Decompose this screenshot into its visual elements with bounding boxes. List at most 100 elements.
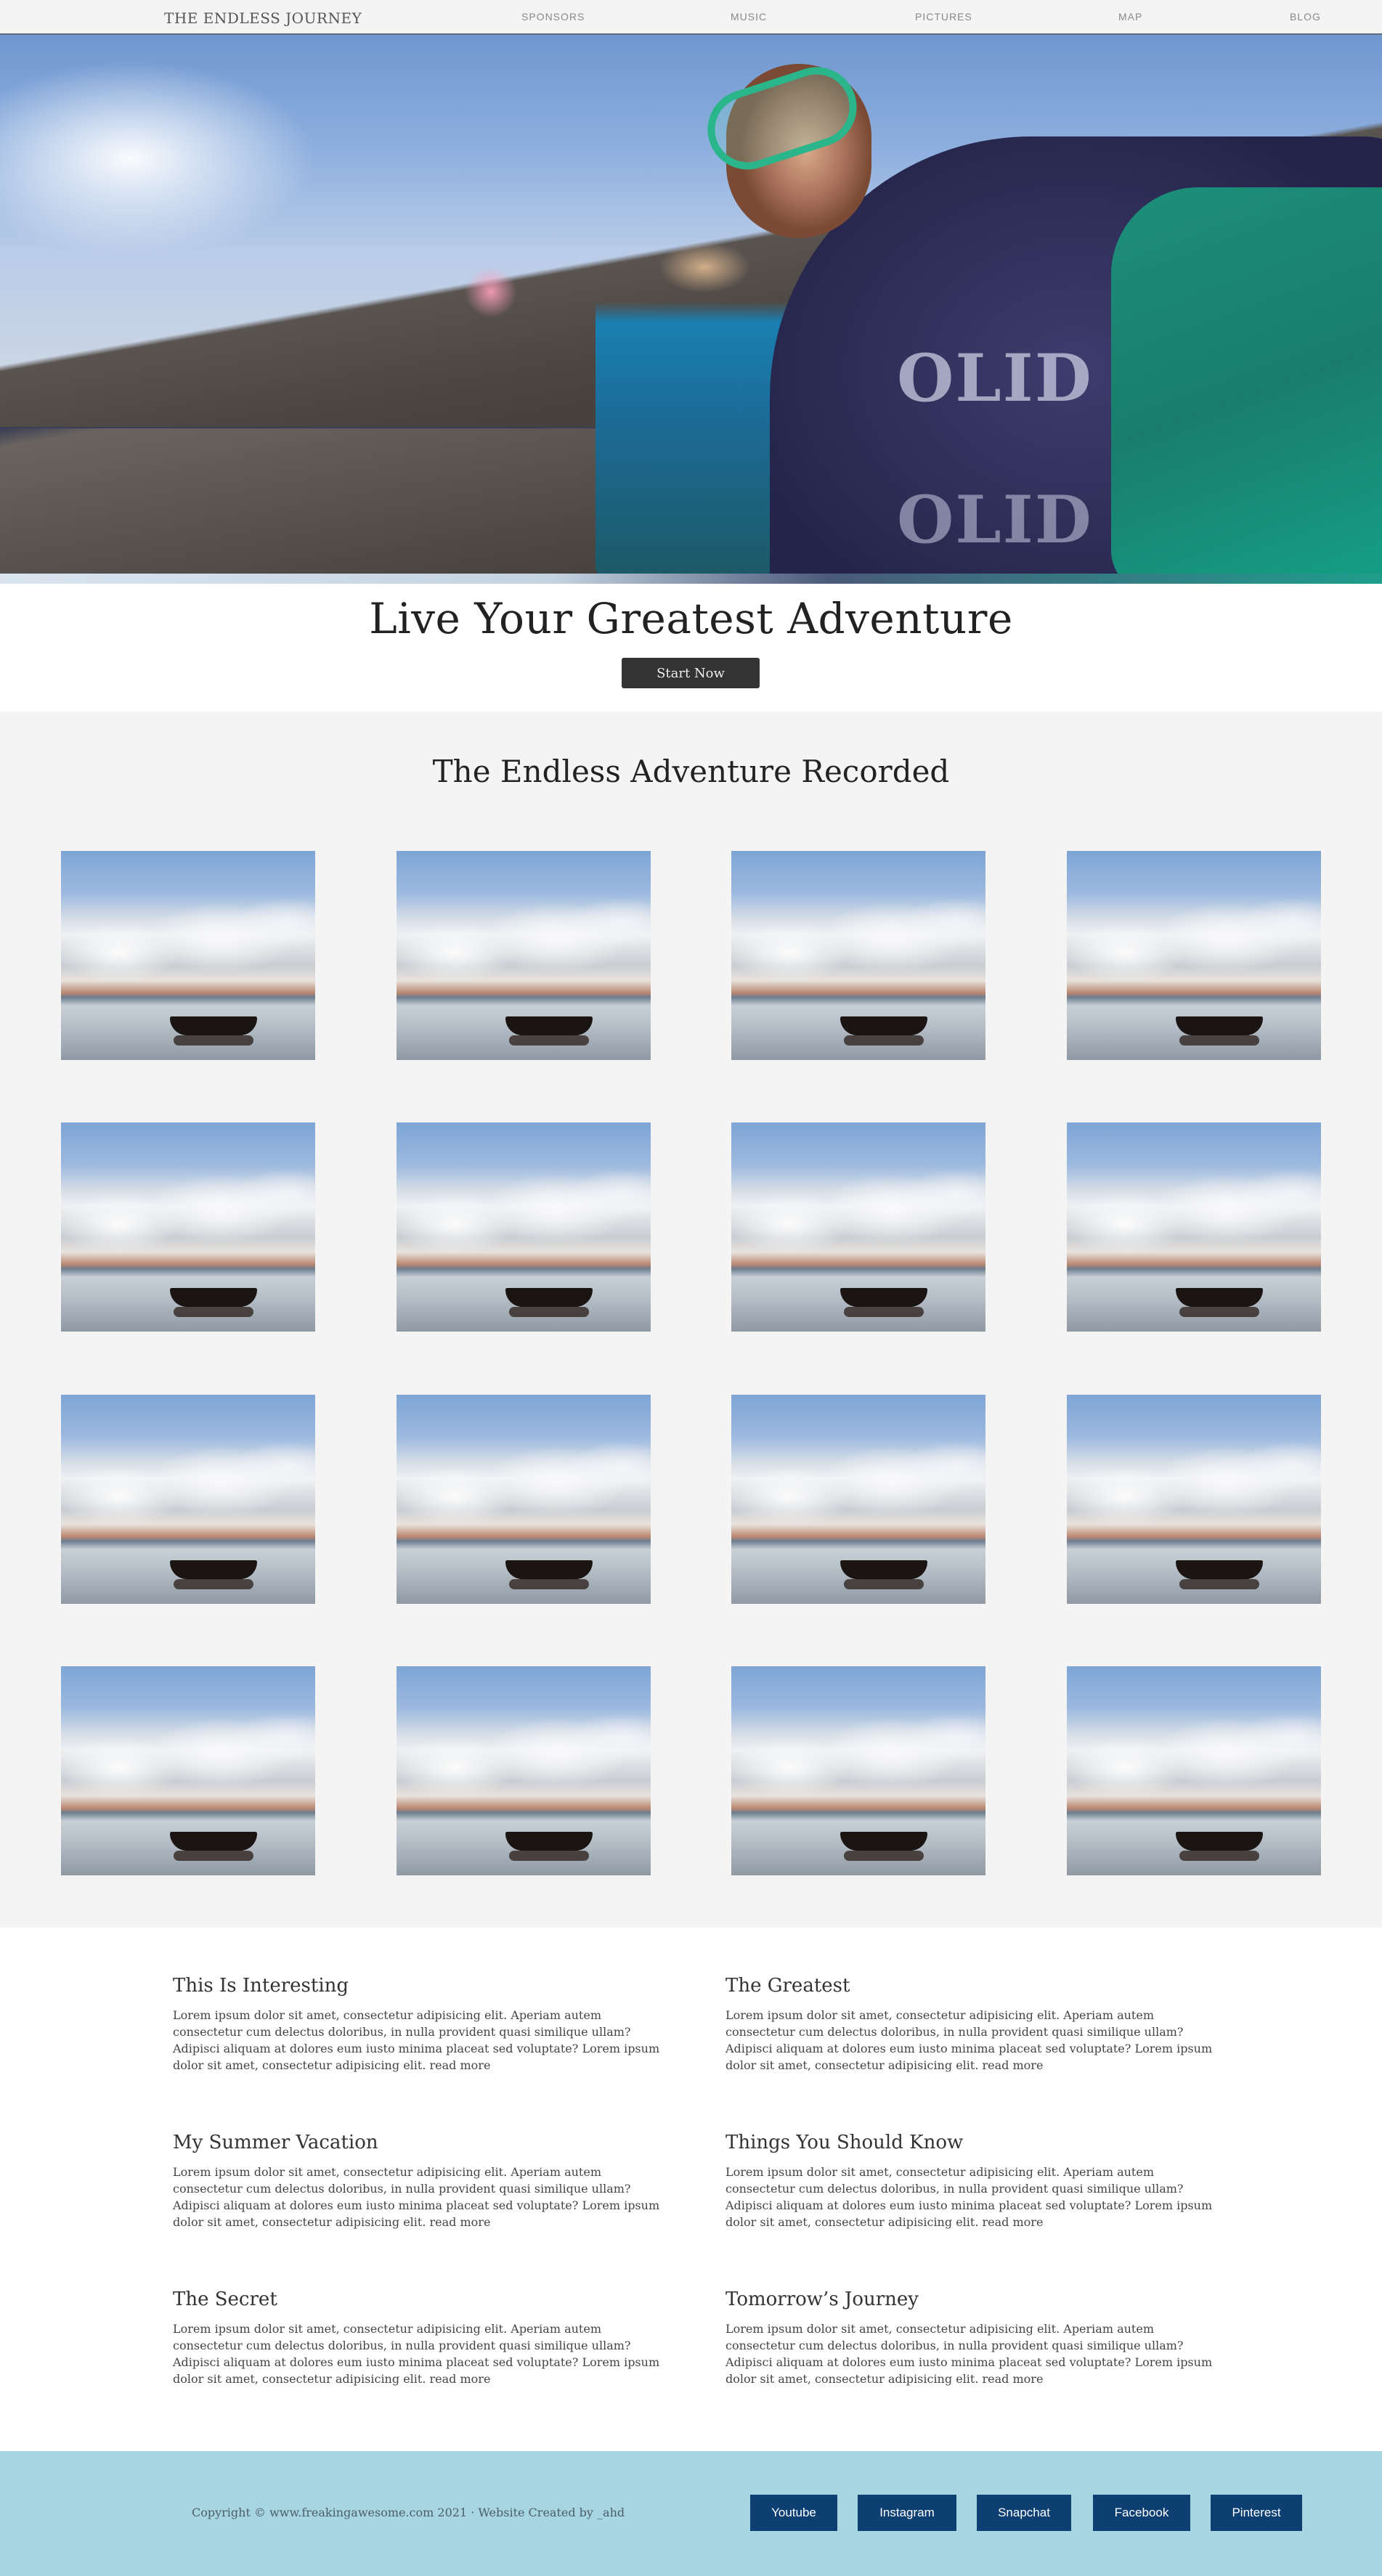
boat-image bbox=[840, 1016, 927, 1035]
article-body: Lorem ipsum dolor sit amet, consectetur … bbox=[725, 2164, 1219, 2230]
gallery-thumbnail[interactable] bbox=[397, 1666, 651, 1875]
article-body: Lorem ipsum dolor sit amet, consectetur … bbox=[725, 2007, 1219, 2074]
boat-image bbox=[840, 1832, 927, 1851]
boat-image bbox=[170, 1016, 257, 1035]
gallery-thumbnail[interactable] bbox=[1067, 1395, 1321, 1604]
read-more-link[interactable]: read more bbox=[429, 2372, 491, 2386]
boat-image bbox=[1176, 1288, 1263, 1307]
mountain-image bbox=[61, 1166, 315, 1268]
gallery-thumbnail[interactable] bbox=[1067, 1122, 1321, 1332]
read-more-link[interactable]: read more bbox=[429, 2058, 491, 2072]
brand-logo[interactable]: THE ENDLESS JOURNEY bbox=[164, 9, 362, 27]
read-more-link[interactable]: read more bbox=[982, 2058, 1044, 2072]
boat-reflection bbox=[844, 1851, 924, 1861]
article-body: Lorem ipsum dolor sit amet, consectetur … bbox=[173, 2320, 667, 2387]
mountain-image bbox=[61, 1438, 315, 1540]
facebook-button[interactable]: Facebook bbox=[1093, 2495, 1190, 2531]
boat-reflection bbox=[1179, 1035, 1259, 1046]
boat-image bbox=[170, 1560, 257, 1579]
instagram-button[interactable]: Instagram bbox=[858, 2495, 956, 2531]
boat-reflection bbox=[509, 1579, 589, 1589]
boat-reflection bbox=[174, 1035, 253, 1046]
mountain-image bbox=[1067, 1166, 1321, 1268]
start-now-button[interactable]: Start Now bbox=[622, 658, 760, 688]
article-body: Lorem ipsum dolor sit amet, consectetur … bbox=[725, 2320, 1219, 2387]
hero-title: Live Your Greatest Adventure bbox=[369, 594, 1013, 643]
mountain-image bbox=[397, 1710, 651, 1811]
mountain-image bbox=[1067, 894, 1321, 996]
pinterest-button[interactable]: Pinterest bbox=[1211, 2495, 1302, 2531]
nav-link-pictures[interactable]: PICTURES bbox=[915, 11, 972, 23]
gallery-thumbnail[interactable] bbox=[61, 1666, 315, 1875]
lens-flare bbox=[465, 266, 517, 318]
boat-image bbox=[505, 1288, 593, 1307]
article-title: My Summer Vacation bbox=[173, 2132, 378, 2153]
gallery-thumbnail[interactable] bbox=[1067, 851, 1321, 1060]
boat-reflection bbox=[1179, 1851, 1259, 1861]
read-more-link[interactable]: read more bbox=[982, 2215, 1044, 2229]
mountain-image bbox=[731, 1438, 985, 1540]
article-text: Lorem ipsum dolor sit amet, consectetur … bbox=[173, 2322, 660, 2386]
gallery-thumbnail[interactable] bbox=[397, 851, 651, 1060]
boat-reflection bbox=[844, 1579, 924, 1589]
mountain-image bbox=[397, 1438, 651, 1540]
gallery-thumbnail[interactable] bbox=[731, 1666, 985, 1875]
gallery-thumbnail[interactable] bbox=[397, 1395, 651, 1604]
boat-image bbox=[840, 1288, 927, 1307]
gallery-thumbnail[interactable] bbox=[731, 1122, 985, 1332]
article-body: Lorem ipsum dolor sit amet, consectetur … bbox=[173, 2164, 667, 2230]
mountain-image bbox=[731, 1710, 985, 1811]
boat-image bbox=[840, 1560, 927, 1579]
boat-image bbox=[1176, 1016, 1263, 1035]
top-nav: THE ENDLESS JOURNEY SPONSORS MUSIC PICTU… bbox=[0, 0, 1382, 35]
boat-image bbox=[170, 1288, 257, 1307]
article-text: Lorem ipsum dolor sit amet, consectetur … bbox=[725, 2165, 1213, 2229]
article-title: The Secret bbox=[173, 2288, 277, 2310]
mountain-image bbox=[1067, 1438, 1321, 1540]
gallery-thumbnail[interactable] bbox=[731, 1395, 985, 1604]
nav-link-music[interactable]: MUSIC bbox=[731, 11, 768, 23]
read-more-link[interactable]: read more bbox=[982, 2372, 1044, 2386]
youtube-button[interactable]: Youtube bbox=[750, 2495, 837, 2531]
boat-reflection bbox=[509, 1035, 589, 1046]
article-text: Lorem ipsum dolor sit amet, consectetur … bbox=[173, 2008, 660, 2072]
mountain-image bbox=[397, 894, 651, 996]
snapchat-button[interactable]: Snapchat bbox=[977, 2495, 1071, 2531]
article-title: Tomorrow’s Journey bbox=[725, 2288, 919, 2310]
mountain-image bbox=[731, 1166, 985, 1268]
boat-reflection bbox=[174, 1851, 253, 1861]
boat-image bbox=[1176, 1832, 1263, 1851]
boat-image bbox=[505, 1560, 593, 1579]
gallery-section: The Endless Adventure Recorded bbox=[0, 712, 1382, 1928]
shirt-logo-reflection: OLID bbox=[897, 481, 1093, 558]
gallery-title: The Endless Adventure Recorded bbox=[432, 754, 950, 789]
read-more-link[interactable]: read more bbox=[429, 2215, 491, 2229]
article-text: Lorem ipsum dolor sit amet, consectetur … bbox=[173, 2165, 660, 2229]
gallery-thumbnail[interactable] bbox=[61, 1122, 315, 1332]
gallery-thumbnail[interactable] bbox=[397, 1122, 651, 1332]
gallery-thumbnail[interactable] bbox=[61, 1395, 315, 1604]
nav-link-map[interactable]: MAP bbox=[1118, 11, 1143, 23]
nav-link-blog[interactable]: BLOG bbox=[1290, 11, 1321, 23]
article-text: Lorem ipsum dolor sit amet, consectetur … bbox=[725, 2322, 1213, 2386]
mountain-image bbox=[1067, 1710, 1321, 1811]
gallery-thumbnail[interactable] bbox=[731, 851, 985, 1060]
boat-reflection bbox=[844, 1035, 924, 1046]
boat-reflection bbox=[1179, 1579, 1259, 1589]
boat-image bbox=[505, 1016, 593, 1035]
boat-reflection bbox=[509, 1307, 589, 1317]
gallery-thumbnail[interactable] bbox=[61, 851, 315, 1060]
nav-link-sponsors[interactable]: SPONSORS bbox=[521, 11, 585, 23]
hero-person-sleeve bbox=[1111, 187, 1382, 584]
mountain-image bbox=[61, 894, 315, 996]
article-title: This Is Interesting bbox=[173, 1975, 349, 1997]
hero-person-head bbox=[726, 64, 871, 238]
mountain-image bbox=[61, 1710, 315, 1811]
article-text: Lorem ipsum dolor sit amet, consectetur … bbox=[725, 2008, 1213, 2072]
boat-reflection bbox=[1179, 1307, 1259, 1317]
boat-image bbox=[505, 1832, 593, 1851]
gallery-thumbnail[interactable] bbox=[1067, 1666, 1321, 1875]
article-body: Lorem ipsum dolor sit amet, consectetur … bbox=[173, 2007, 667, 2074]
boat-reflection bbox=[509, 1851, 589, 1861]
copyright-text: Copyright © www.freakingawesome.com 2021… bbox=[192, 2506, 625, 2519]
